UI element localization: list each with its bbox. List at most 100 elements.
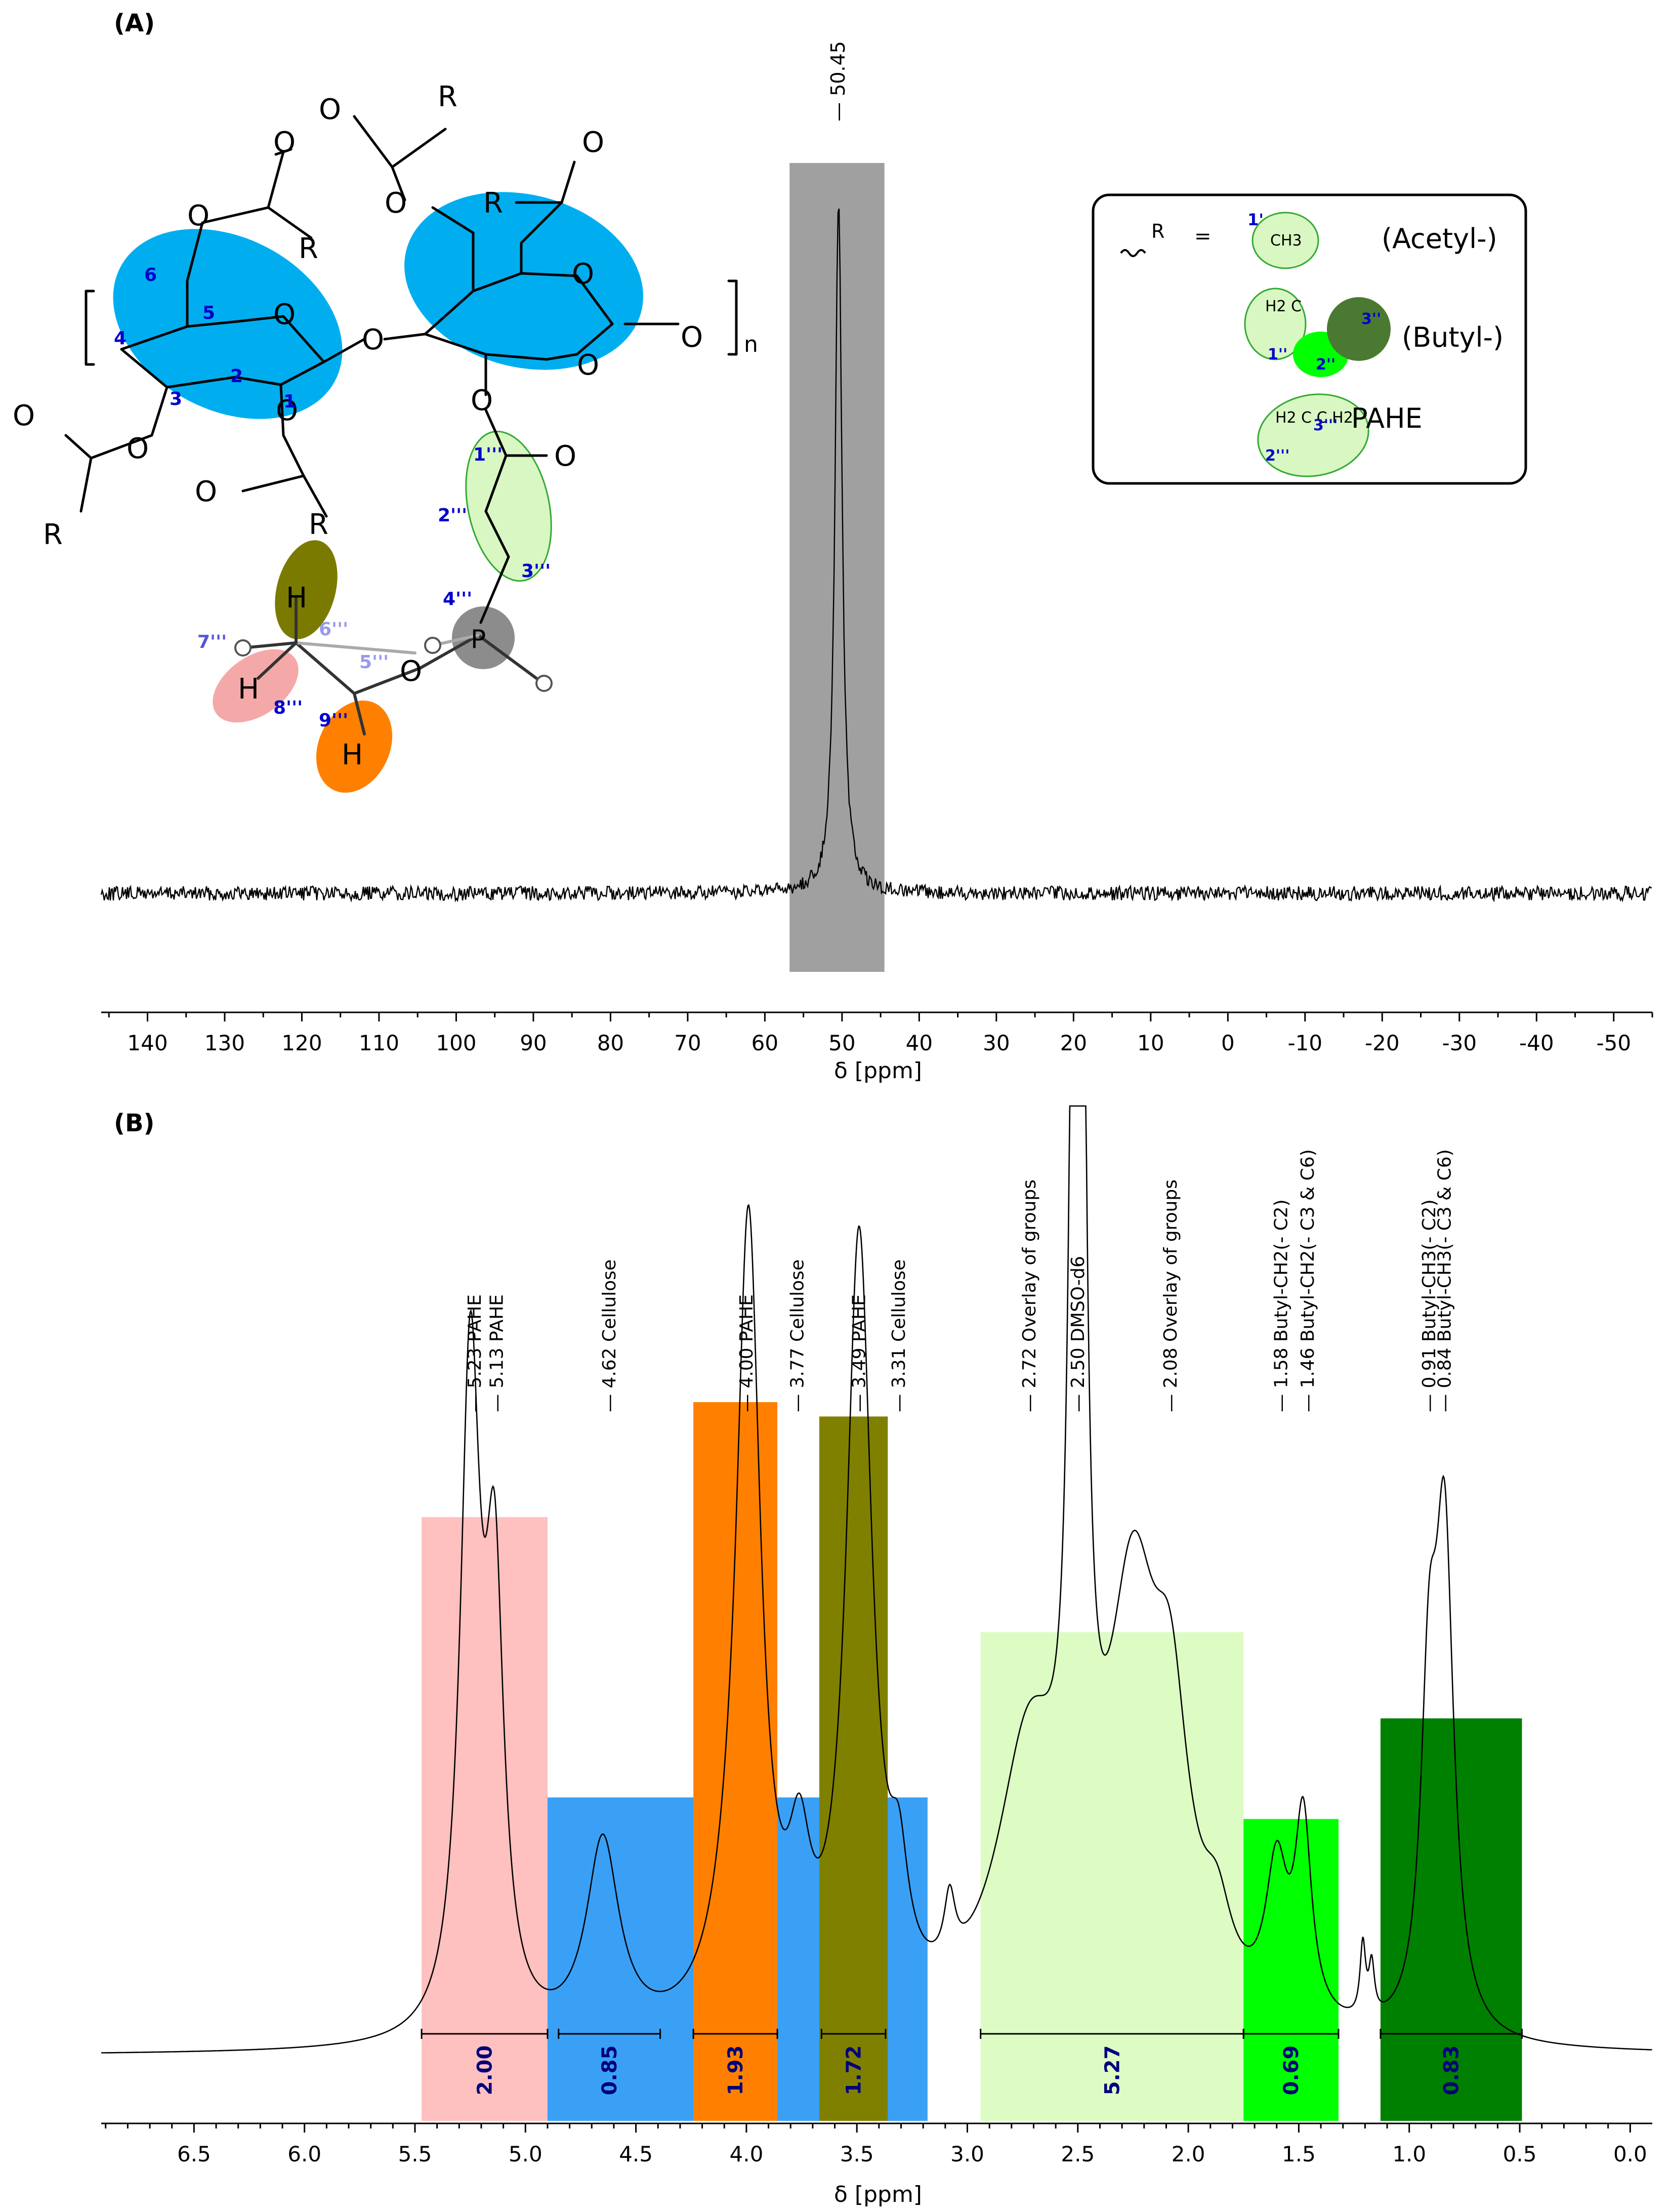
glucose-ring-highlight-left bbox=[113, 229, 343, 419]
highlight-region bbox=[1243, 1819, 1339, 2121]
peak-label: — 5.13 PAHE bbox=[487, 1294, 508, 1412]
tick-label: 90 bbox=[520, 1031, 547, 1055]
peak-label: — 4.00 PAHE bbox=[736, 1294, 757, 1412]
panel-b-label: (B) bbox=[114, 1109, 154, 1137]
integral-value: 0.83 bbox=[1440, 2045, 1464, 2096]
carbon-number: 1 bbox=[283, 391, 296, 412]
tick-label: 6.5 bbox=[177, 2142, 211, 2166]
wavy-bond-icon bbox=[1120, 249, 1146, 257]
acetyl-label: (Acetyl-) bbox=[1382, 223, 1497, 255]
atom-o: O bbox=[187, 199, 210, 232]
tick-label: -50 bbox=[1596, 1031, 1631, 1055]
atom-o: O bbox=[273, 126, 296, 159]
tick-label: 80 bbox=[597, 1031, 624, 1055]
atom-o: O bbox=[13, 399, 35, 432]
linker-number: 6''' bbox=[319, 619, 348, 640]
tick-label: 110 bbox=[359, 1031, 399, 1055]
atom-r: R bbox=[299, 232, 318, 265]
legend-r: R bbox=[1151, 220, 1164, 242]
peak-label: — 5.23 PAHE bbox=[465, 1294, 485, 1412]
peak-label: — 3.77 Cellulose bbox=[787, 1259, 808, 1412]
acetyl-highlight bbox=[1251, 212, 1319, 269]
atom-o: O bbox=[273, 298, 296, 331]
butyl-c1-highlight bbox=[1244, 288, 1307, 360]
butyl-label: (Butyl-) bbox=[1402, 321, 1504, 353]
atom-o: O bbox=[276, 394, 298, 427]
atom-r: R bbox=[438, 80, 457, 113]
h8-highlight bbox=[213, 649, 299, 723]
peak-label: — 2.50 DMSO-d6 bbox=[1068, 1256, 1089, 1412]
tick-label: 5.5 bbox=[398, 2142, 432, 2166]
atom-o: O bbox=[195, 475, 217, 508]
integral-value: 0.85 bbox=[598, 2045, 621, 2096]
atom-r: R bbox=[43, 518, 63, 551]
atom-h: H bbox=[238, 673, 259, 706]
acetyl-number: 1' bbox=[1247, 210, 1264, 229]
chart-a: 140 130 120 110 100 90 80 70 60 50 40 30 20 10 0 -10 -20… bbox=[100, 41, 1653, 1084]
atom-o: O bbox=[319, 93, 341, 126]
tick-label: 4.5 bbox=[619, 2142, 653, 2166]
linker-bonds bbox=[241, 596, 538, 735]
integral-value: 1.72 bbox=[843, 2045, 866, 2096]
tick-label: 60 bbox=[752, 1031, 778, 1055]
tick-label: 40 bbox=[906, 1031, 933, 1055]
peak-label: — 0.91 Butyl-CH3(- C2) bbox=[1419, 1199, 1440, 1412]
highlight-region bbox=[1380, 1718, 1522, 2121]
butyl-c3-highlight bbox=[1327, 297, 1391, 361]
atom-o: O bbox=[127, 432, 149, 465]
h6-highlight bbox=[275, 540, 338, 639]
chemical-structure: O O O O O O O O O O O O O O O O O R R R … bbox=[13, 80, 758, 793]
integral-value: 2.00 bbox=[474, 2045, 497, 2096]
highlight-region bbox=[819, 1416, 888, 2121]
atom-o: O bbox=[572, 258, 594, 291]
pahe-group: H2 C C H2 bbox=[1275, 409, 1353, 427]
spectrum-line bbox=[101, 1105, 1652, 2054]
pahe-label: PAHE bbox=[1351, 402, 1423, 434]
linker-highlight bbox=[465, 430, 552, 582]
chart-b: — 5.23 PAHE — 5.13 PAHE — 4.62 Cellulose — … bbox=[101, 1105, 1652, 2207]
tick-label: 140 bbox=[127, 1031, 168, 1055]
tick-label: 3.5 bbox=[840, 2142, 874, 2166]
tick-label: 4.0 bbox=[730, 2142, 764, 2166]
tick-label: 50 bbox=[828, 1031, 855, 1055]
linker-number: 7''' bbox=[197, 632, 227, 652]
butyl-group: H2 C bbox=[1265, 298, 1302, 315]
pahe-highlight bbox=[1257, 393, 1369, 477]
atom-p: P bbox=[471, 625, 486, 654]
legend-equals: = bbox=[1194, 225, 1212, 248]
highlight-region bbox=[422, 1517, 548, 2121]
atom-r: R bbox=[483, 187, 503, 220]
peak-label: — 1.58 Butyl-CH2(- C2) bbox=[1271, 1199, 1291, 1412]
linker-number: 2''' bbox=[438, 505, 467, 526]
peak-label: — 1.46 Butyl-CH2(- C3 & C6) bbox=[1298, 1149, 1318, 1412]
carbon-number: 4 bbox=[114, 328, 127, 349]
spectrum-line bbox=[100, 208, 1652, 903]
tick-label: 120 bbox=[281, 1031, 322, 1055]
linker-atoms bbox=[234, 637, 553, 692]
peak-label: — 2.08 Overlay of groups bbox=[1160, 1179, 1181, 1412]
carbon-number: 3 bbox=[170, 389, 182, 409]
x-axis-title: δ [ppm] bbox=[834, 1058, 922, 1084]
peak-label: — 0.84 Butyl-CH3(- C3 & C6) bbox=[1435, 1149, 1455, 1412]
x-axis-title: δ [ppm] bbox=[834, 2182, 922, 2207]
pahe-number: 3''' bbox=[1313, 417, 1338, 434]
tick-label: -40 bbox=[1519, 1031, 1554, 1055]
tick-label: 20 bbox=[1060, 1031, 1087, 1055]
highlight-region bbox=[693, 1402, 778, 2121]
carbon-number: 6 bbox=[144, 265, 157, 285]
linker-number: 9''' bbox=[319, 710, 348, 731]
butyl-number: 2'' bbox=[1316, 356, 1335, 374]
tick-label: 100 bbox=[436, 1031, 476, 1055]
structure-bonds bbox=[64, 115, 738, 624]
atom-h: H bbox=[286, 582, 307, 615]
tick-label: -30 bbox=[1442, 1031, 1477, 1055]
butyl-number: 1'' bbox=[1268, 346, 1287, 363]
tick-label: 1.0 bbox=[1392, 2142, 1426, 2166]
atom-o: O bbox=[582, 126, 604, 159]
carbon-number: 2 bbox=[230, 366, 243, 387]
tick-label: 2.0 bbox=[1172, 2142, 1205, 2166]
atom-o: O bbox=[471, 384, 493, 417]
atom-r: R bbox=[309, 508, 328, 541]
atom-o: O bbox=[385, 187, 407, 220]
glucose-ring-highlight-right bbox=[404, 192, 643, 370]
